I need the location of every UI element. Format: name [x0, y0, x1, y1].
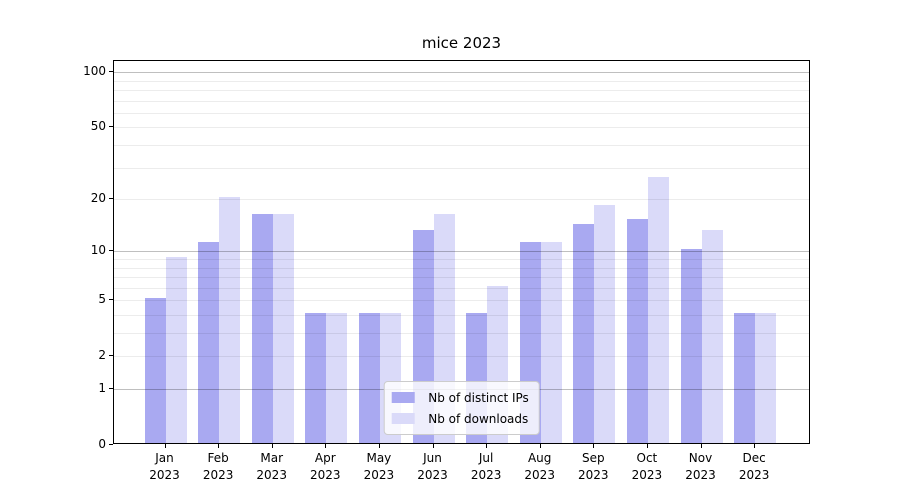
- gridline-60: [114, 112, 809, 114]
- gridline-10: [114, 251, 809, 253]
- y-tick-mark-100: [109, 71, 113, 73]
- gridline-20: [114, 199, 809, 201]
- y-tick-mark-0: [109, 444, 113, 445]
- x-tick-mark-may: [378, 444, 380, 448]
- bar-dec-ips: [734, 313, 756, 443]
- legend-swatch-downloads: [391, 413, 415, 424]
- y-tick-mark-2: [109, 355, 113, 357]
- x-tick-label-dec: Dec 2023: [738, 451, 770, 482]
- bar-sep-ips: [573, 224, 595, 443]
- y-tick-label-2: 2: [98, 348, 106, 363]
- x-tick-label-apr: Apr 2023: [310, 451, 341, 482]
- gridline-80: [114, 90, 809, 91]
- bar-feb-downloads: [219, 197, 241, 443]
- legend-swatch-ips: [391, 392, 415, 403]
- bar-nov-downloads: [701, 229, 723, 443]
- x-tick-mark-jun: [432, 444, 434, 448]
- gridlines-layer: [114, 61, 809, 443]
- x-tick-mark-jul: [486, 444, 488, 448]
- gridline-70: [114, 100, 809, 102]
- x-tick-mark-oct: [646, 444, 648, 448]
- gridline-2: [114, 356, 809, 358]
- gridline-8: [114, 267, 809, 269]
- y-tick-label-20: 20: [90, 191, 106, 206]
- gridline-5: [114, 300, 809, 302]
- legend-label: Nb of distinct IPs: [428, 390, 529, 405]
- bar-aug-downloads: [540, 242, 562, 443]
- legend-item-downloads: Nb of downloads: [391, 408, 529, 429]
- x-tick-label-jun: Jun 2023: [417, 451, 448, 482]
- x-tick-mark-apr: [325, 444, 327, 448]
- chart-title: mice 2023: [421, 34, 502, 52]
- x-tick-label-oct: Oct 2023: [631, 451, 663, 482]
- plot-area: Nb of distinct IPs Nb of downloads: [113, 60, 810, 444]
- x-tick-label-mar: Mar 2023: [256, 451, 287, 482]
- bar-jan-ips: [144, 298, 166, 443]
- gridline-40: [114, 145, 809, 146]
- x-tick-label-feb: Feb 2023: [202, 451, 234, 482]
- gridline-100: [114, 72, 809, 74]
- x-tick-mark-nov: [700, 444, 702, 448]
- x-tick-mark-dec: [754, 444, 756, 448]
- y-tick-label-0: 0: [98, 437, 106, 451]
- x-tick-mark-jan: [164, 444, 166, 448]
- gridline-30: [114, 167, 809, 169]
- bar-dec-downloads: [755, 313, 777, 443]
- bar-jan-downloads: [165, 257, 187, 443]
- x-tick-mark-mar: [271, 444, 273, 448]
- bar-oct-downloads: [647, 176, 669, 443]
- bar-nov-ips: [680, 249, 702, 443]
- bar-apr-downloads: [326, 313, 348, 443]
- y-tick-mark-20: [109, 198, 113, 200]
- x-tick-mark-aug: [539, 444, 541, 448]
- x-tick-label-aug: Aug 2023: [524, 451, 555, 482]
- gridline-4: [114, 315, 809, 316]
- legend-label: Nb of downloads: [428, 411, 529, 426]
- gridline-3: [114, 333, 809, 334]
- x-tick-label-sep: Sep 2023: [578, 451, 609, 482]
- y-tick-label-10: 10: [90, 243, 106, 258]
- bar-mar-downloads: [272, 214, 294, 443]
- bar-feb-ips: [198, 242, 220, 443]
- y-tick-label-50: 50: [90, 119, 106, 134]
- y-tick-label-5: 5: [98, 292, 106, 307]
- x-tick-label-nov: Nov 2023: [685, 451, 716, 482]
- bar-sep-downloads: [594, 205, 616, 443]
- y-tick-mark-10: [109, 250, 113, 252]
- y-tick-mark-50: [109, 126, 113, 128]
- y-tick-label-1: 1: [98, 381, 106, 395]
- legend-item-ips: Nb of distinct IPs: [391, 387, 529, 408]
- y-tick-mark-5: [109, 299, 113, 301]
- gridline-9: [114, 259, 809, 260]
- legend: Nb of distinct IPs Nb of downloads: [383, 381, 540, 435]
- x-tick-mark-feb: [218, 444, 220, 448]
- gridline-90: [114, 80, 809, 82]
- bar-oct-ips: [626, 219, 648, 443]
- x-tick-label-jan: Jan 2023: [149, 451, 180, 482]
- gridline-50: [114, 127, 809, 129]
- x-tick-mark-sep: [593, 444, 595, 448]
- bar-mar-ips: [251, 214, 273, 443]
- gridline-7: [114, 277, 809, 278]
- bar-apr-ips: [305, 313, 327, 443]
- x-tick-label-jul: Jul 2023: [470, 451, 502, 482]
- y-tick-mark-1: [109, 388, 113, 389]
- x-tick-label-may: May 2023: [363, 451, 395, 482]
- bar-may-ips: [358, 313, 380, 443]
- y-tick-label-100: 100: [83, 64, 106, 79]
- gridline-6: [114, 287, 809, 289]
